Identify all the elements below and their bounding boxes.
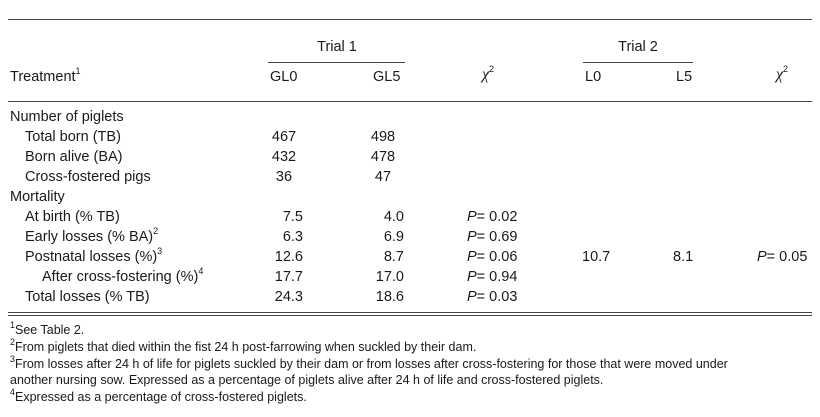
header-rule	[8, 101, 812, 102]
row-label: After cross-fostering (%)4	[42, 266, 204, 285]
bottom-rule-double	[8, 315, 812, 316]
p-value-trial1: P= 0.03	[467, 289, 518, 305]
row-label: Early losses (% BA)2	[25, 226, 159, 245]
gl0-value: 17.7	[274, 269, 303, 285]
gl0-value: 432	[271, 149, 297, 165]
l5-header: L5	[676, 69, 693, 85]
row-label: Born alive (BA)	[25, 149, 123, 165]
gl0-value: 6.3	[282, 229, 303, 245]
p-value-trial1: P= 0.06	[467, 249, 518, 265]
row-label: Total born (TB)	[25, 129, 121, 145]
treatment-header: Treatment1	[10, 66, 81, 85]
gl0-value: 467	[271, 129, 297, 145]
top-rule	[8, 19, 812, 20]
gl5-value: 478	[370, 149, 396, 165]
l0-value: 10.7	[582, 249, 611, 265]
footnote: 2From piglets that died within the fist …	[10, 336, 477, 354]
gl0-value: 12.6	[274, 249, 303, 265]
trial1-header: Trial 1	[317, 39, 357, 55]
chi-square-header-trial2: χ2	[776, 64, 789, 83]
gl0-header: GL0	[270, 69, 298, 85]
trial2-header: Trial 2	[618, 39, 658, 55]
section-number-of-piglets: Number of piglets	[10, 109, 124, 125]
p-value-trial1: P= 0.02	[467, 209, 518, 225]
row-label: Postnatal losses (%)3	[25, 246, 163, 265]
gl5-header: GL5	[373, 69, 401, 85]
row-label: Cross-fostered pigs	[25, 169, 151, 185]
p-value-trial1: P= 0.94	[467, 269, 518, 285]
footnote: 1See Table 2.	[10, 319, 85, 337]
trial2-span-rule	[583, 62, 693, 63]
chi-square-header-trial1: χ2	[482, 64, 495, 83]
footnote: 3From losses after 24 h of life for pigl…	[10, 353, 728, 371]
l5-value: 8.1	[673, 249, 694, 265]
gl0-value: 7.5	[282, 209, 303, 225]
footnote: another nursing sow. Expressed as a perc…	[10, 373, 604, 387]
gl5-value: 6.9	[383, 229, 404, 245]
bottom-rule	[8, 312, 812, 313]
gl5-value: 18.6	[375, 289, 404, 305]
gl0-value: 36	[275, 169, 293, 185]
gl0-value: 24.3	[274, 289, 303, 305]
footnote: 4Expressed as a percentage of cross-fost…	[10, 386, 307, 404]
gl5-value: 17.0	[375, 269, 404, 285]
gl5-value: 8.7	[383, 249, 404, 265]
l0-header: L0	[585, 69, 602, 85]
gl5-value: 4.0	[383, 209, 404, 225]
row-label: At birth (% TB)	[25, 209, 120, 225]
trial1-span-rule	[268, 62, 405, 63]
row-label: Total losses (% TB)	[25, 289, 150, 305]
section-mortality: Mortality	[10, 189, 65, 205]
p-value-trial2: P= 0.05	[757, 249, 808, 265]
p-value-trial1: P= 0.69	[467, 229, 518, 245]
gl5-value: 498	[370, 129, 396, 145]
gl5-value: 47	[374, 169, 392, 185]
